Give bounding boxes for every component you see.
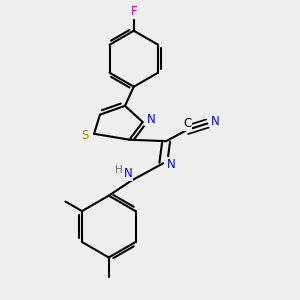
Text: S: S	[82, 129, 89, 142]
Text: N: N	[211, 115, 220, 128]
Text: F: F	[130, 5, 137, 18]
Text: H: H	[115, 165, 122, 175]
Text: C: C	[183, 117, 191, 130]
Text: N: N	[124, 167, 132, 180]
Text: N: N	[146, 112, 155, 126]
Text: N: N	[167, 158, 176, 171]
